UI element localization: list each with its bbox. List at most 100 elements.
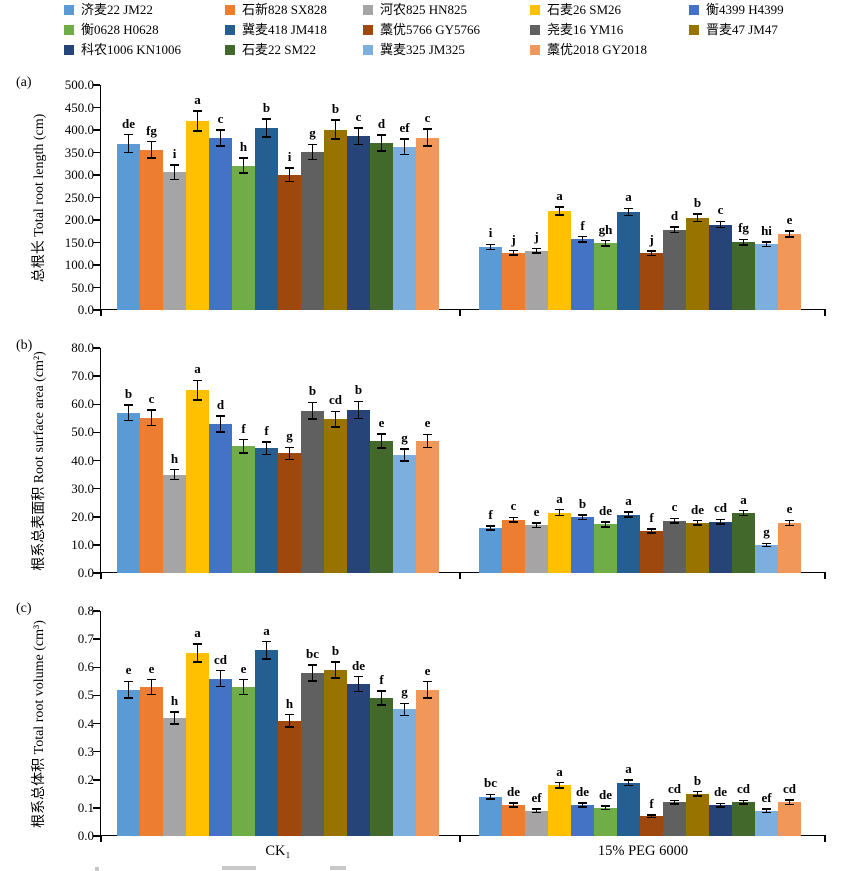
error-bar-cap [785,799,794,801]
error-bar [150,679,153,695]
sig-letter: h [170,692,179,708]
error-bar [311,144,314,160]
sig-letter: de [714,784,727,800]
error-bar [627,511,630,518]
error-bar [242,679,245,695]
error-bar-cap [147,678,156,681]
bar [416,440,439,573]
sig-letter: j [649,232,654,248]
error-bar [334,411,337,428]
error-bar [765,543,768,547]
error-bar [265,442,268,455]
sig-letter: h [239,138,248,154]
error-bar-cap [147,157,156,159]
error-bar-cap [693,795,702,797]
bar [186,121,209,310]
error-bar-cap [239,452,248,454]
bar [393,454,416,573]
bar [525,525,548,573]
error-bar [288,167,291,182]
error-bar [558,206,561,216]
sig-letter: d [670,208,679,224]
sig-letter: c [671,499,678,515]
bar [278,720,301,836]
sig-letter: e [424,415,431,431]
bar [663,802,686,836]
error-bar-cap [400,153,409,156]
error-bar-cap [239,678,248,681]
error-bar [489,526,492,530]
y-tick-mark [93,286,100,289]
legend-marker-icon [689,25,699,35]
error-bar-cap [509,249,518,252]
error-bar-cap [354,690,363,693]
legend-marker-icon [530,5,540,15]
error-bar [696,520,699,526]
error-bar-cap [532,252,541,254]
sig-letter: a [194,92,201,108]
bar [778,802,801,836]
error-bar [219,130,222,147]
error-bar-cap [308,418,317,420]
sig-letter: e [786,501,793,517]
error-bar-cap [762,245,771,248]
x-tick-mark [824,836,826,842]
error-bar-cap [377,150,386,152]
sig-letter: a [556,763,563,779]
error-bar-cap [739,509,748,512]
bar [571,517,594,573]
bar [686,793,709,836]
error-bar-cap [601,521,610,523]
panel-letter: (b) [16,338,33,353]
legend-item-label: 冀麦325 JM325 [380,42,465,57]
legend-marker-icon [530,45,540,55]
sig-letter: cd [668,781,681,797]
x-tick-mark [459,310,461,316]
error-bar-cap [624,207,633,210]
bar [370,698,393,836]
error-bar-cap [670,226,679,228]
sig-letter: cd [783,781,796,796]
y-tick-mark [93,84,100,86]
error-bar [311,665,314,681]
error-bar [334,661,337,679]
x-tick-mark [824,310,826,316]
bar [571,805,594,836]
legend-item: 石新828 SX828 [225,3,327,17]
sig-letter: e [378,414,385,430]
error-bar-cap [170,478,179,481]
error-bar-cap [216,145,225,147]
sig-letter: de [576,784,589,800]
sig-letter: e [786,211,793,227]
error-bar-cap [400,460,409,462]
error-bar [719,519,722,524]
y-tick-mark [93,431,100,434]
bar [778,233,801,310]
error-bar-cap [509,254,518,256]
error-bar-cap [285,458,294,461]
error-bar [742,239,745,245]
bar [479,796,502,836]
bar [324,670,347,836]
error-bar-cap [354,400,363,403]
error-bar-cap [193,643,202,645]
sig-letter: c [148,390,155,406]
error-bar [696,791,699,797]
sig-letter: d [216,397,225,413]
error-bar-cap [377,134,386,136]
sig-letter: b [578,496,587,512]
error-bar [719,803,722,807]
error-bar [489,244,492,250]
sig-letter: cd [737,781,750,797]
sig-letter: f [488,507,493,523]
sig-letter: a [194,625,201,641]
error-bar [604,240,607,247]
bar [232,686,255,836]
error-bar-cap [486,243,495,246]
error-bar [219,416,222,432]
error-bar [357,401,360,419]
sig-letter: f [379,672,384,688]
error-bar [242,157,245,174]
error-bar-cap [331,119,340,121]
